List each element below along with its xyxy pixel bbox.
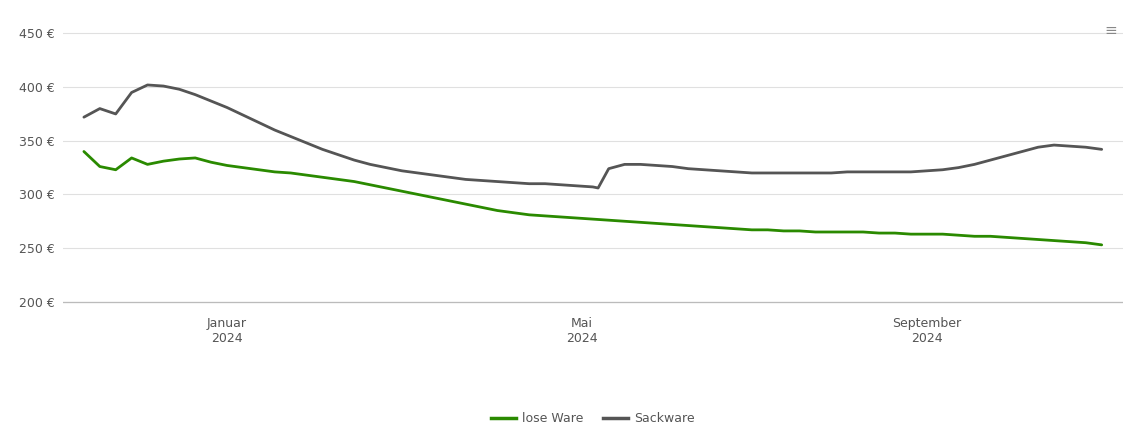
Legend: lose Ware, Sackware: lose Ware, Sackware bbox=[486, 407, 700, 430]
Text: ≡: ≡ bbox=[1105, 23, 1117, 38]
